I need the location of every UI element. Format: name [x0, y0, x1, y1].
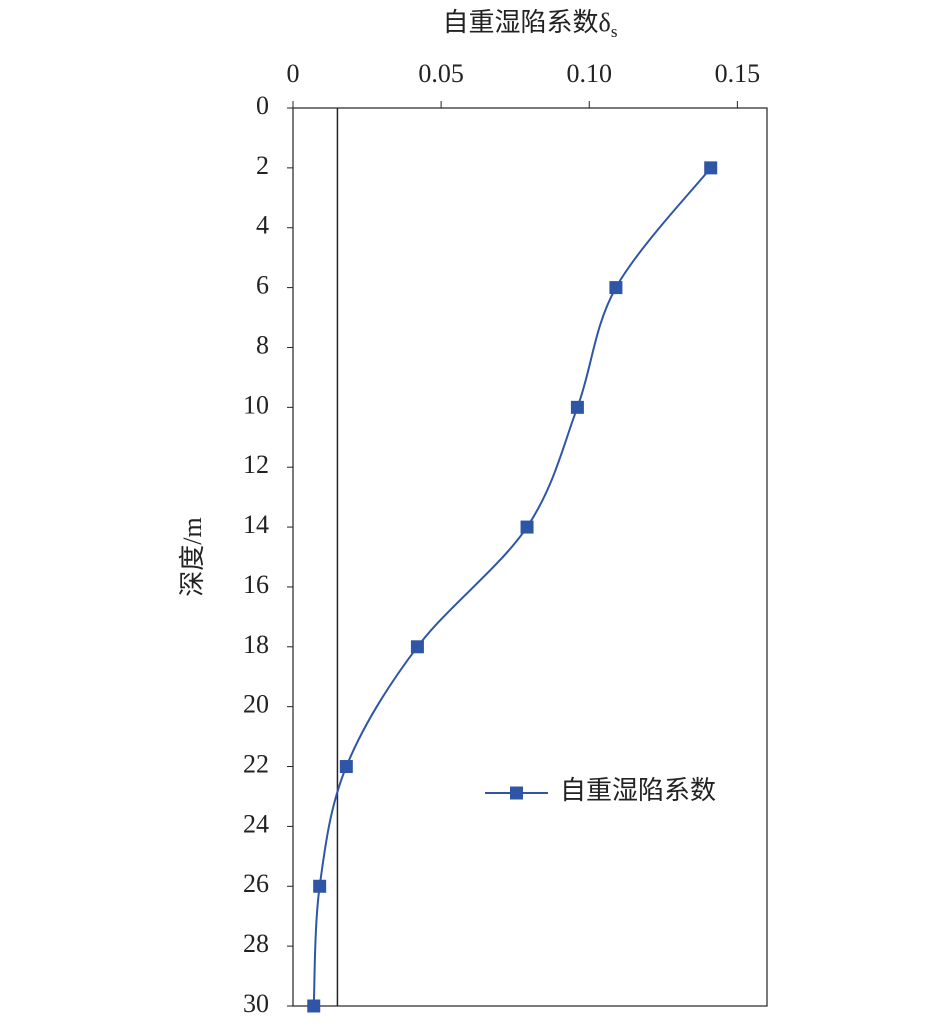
y-tick-label: 22 — [243, 750, 269, 779]
x-tick-label: 0 — [287, 59, 300, 88]
marker — [313, 879, 327, 893]
x-axis-title: 自重湿陷系数δs — [443, 8, 618, 41]
marker — [339, 760, 353, 774]
y-tick-label: 12 — [243, 450, 269, 479]
marker — [609, 281, 623, 295]
marker — [307, 999, 321, 1013]
y-tick-label: 4 — [256, 211, 269, 240]
y-tick-label: 28 — [243, 929, 269, 958]
x-tick-label: 0.05 — [418, 59, 464, 88]
legend-label: 自重湿陷系数 — [560, 776, 716, 805]
y-tick-label: 14 — [243, 510, 269, 539]
y-tick-label: 24 — [243, 809, 269, 838]
y-tick-label: 16 — [243, 570, 269, 599]
x-tick-label: 0.10 — [567, 59, 613, 88]
y-tick-label: 20 — [243, 690, 269, 719]
y-axis-title: 深度/m — [178, 517, 207, 596]
y-tick-label: 30 — [243, 989, 269, 1018]
x-axis-title-text: 自重湿陷系数δ — [443, 8, 611, 37]
y-tick-label: 6 — [256, 271, 269, 300]
marker — [410, 640, 424, 654]
y-tick-label: 26 — [243, 869, 269, 898]
y-tick-label: 2 — [256, 151, 269, 180]
x-tick-label: 0.15 — [715, 59, 761, 88]
marker — [704, 161, 718, 175]
y-tick-label: 8 — [256, 330, 269, 359]
y-tick-label: 0 — [256, 91, 269, 120]
x-axis-title-subscript: s — [611, 22, 618, 41]
marker — [570, 400, 584, 414]
series-line — [312, 167, 712, 1007]
plot-frame — [292, 107, 768, 1007]
legend-marker — [510, 786, 523, 800]
marker — [520, 520, 534, 534]
y-tick-label: 18 — [243, 630, 269, 659]
y-tick-label: 10 — [243, 390, 269, 419]
